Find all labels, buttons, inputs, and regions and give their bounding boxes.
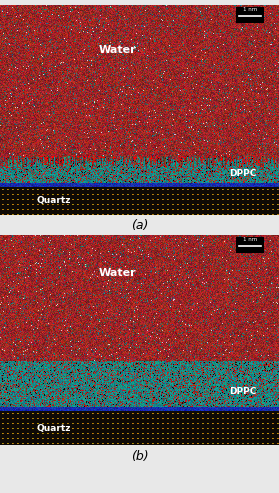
Text: 1 nm: 1 nm — [243, 7, 257, 12]
Text: 1 nm: 1 nm — [243, 238, 257, 243]
Text: DPPC: DPPC — [229, 387, 257, 396]
Text: Quartz: Quartz — [36, 196, 71, 206]
Bar — [236, 7, 264, 23]
Text: Water: Water — [98, 45, 136, 55]
Bar — [236, 238, 264, 253]
Text: (a): (a) — [131, 219, 148, 232]
Text: DPPC: DPPC — [229, 169, 257, 178]
Text: Water: Water — [98, 268, 136, 278]
Text: (b): (b) — [131, 450, 148, 463]
Text: Quartz: Quartz — [36, 424, 71, 433]
